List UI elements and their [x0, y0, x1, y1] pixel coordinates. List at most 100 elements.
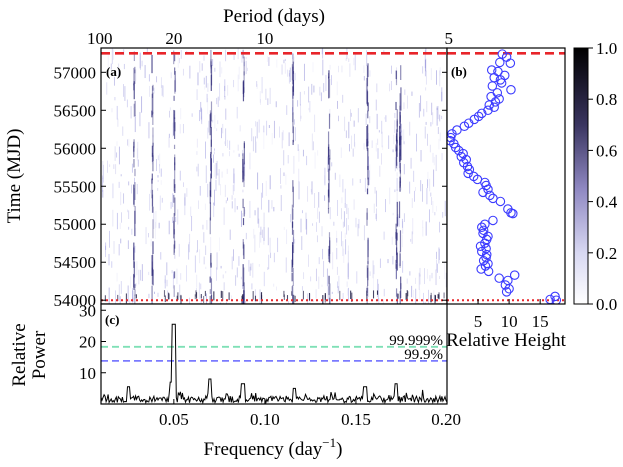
heatmap-streak	[321, 284, 323, 287]
heatmap-streak	[199, 109, 201, 122]
heatmap-streak	[236, 206, 238, 210]
heatmap-streak	[229, 151, 230, 157]
heatmap-feature-streak	[174, 184, 176, 194]
heatmap-streak	[157, 155, 159, 161]
heatmap-streak	[222, 302, 224, 304]
heatmap-feature-streak	[152, 269, 154, 286]
heatmap-streak	[348, 144, 350, 152]
time-tick-label: 55500	[54, 177, 97, 196]
time-tick-label: 54500	[54, 253, 97, 272]
heatmap-streak	[401, 130, 403, 140]
heatmap-streak	[227, 139, 228, 148]
heatmap-streak	[225, 108, 227, 120]
heatmap-streak	[118, 181, 120, 188]
heatmap-streak	[149, 85, 150, 97]
heatmap-streak	[190, 206, 192, 217]
height-point	[484, 100, 494, 110]
heatmap-streak	[438, 248, 440, 260]
heatmap-streak	[432, 200, 434, 213]
heatmap-streak	[237, 144, 239, 151]
heatmap-streak	[166, 279, 168, 287]
heatmap-streak	[148, 293, 150, 299]
height-point	[477, 222, 487, 233]
heatmap-feature-streak	[395, 70, 398, 86]
heatmap-streak	[385, 115, 387, 122]
heatmap-streak	[444, 261, 446, 279]
heatmap-streak	[113, 241, 115, 254]
period-tick-label: 20	[165, 29, 182, 48]
heatmap-feature-streak	[396, 119, 398, 127]
heatmap-feature-streak	[174, 80, 176, 94]
heatmap-streak	[317, 150, 319, 156]
heatmap-streak	[205, 245, 207, 256]
heatmap-streak	[339, 174, 341, 188]
heatmap-feature-streak	[134, 289, 136, 296]
heatmap-streak	[414, 190, 415, 202]
heatmap-streak	[375, 213, 377, 220]
heatmap-feature-streak	[395, 146, 397, 169]
heatmap-streak	[132, 288, 133, 303]
heatmap-streak	[285, 257, 287, 273]
heatmap-feature-streak	[243, 206, 245, 217]
heatmap-feature-streak	[400, 276, 402, 299]
heatmap-streak	[216, 128, 218, 132]
heatmap-streak	[160, 180, 162, 185]
heatmap-streak	[249, 266, 251, 276]
power-spectrum-line	[101, 323, 447, 404]
heatmap-streak	[320, 92, 322, 102]
heatmap-edge-streak	[294, 295, 296, 303]
heatmap-streak	[286, 229, 288, 245]
heatmap-streak	[194, 255, 196, 273]
heatmap-streak	[131, 184, 132, 194]
heatmap-streak	[260, 231, 262, 243]
heatmap-streak	[366, 52, 368, 65]
heatmap-streak	[136, 183, 138, 195]
heatmap-feature-streak	[328, 275, 330, 296]
heatmap-streak	[191, 113, 193, 117]
heatmap-streak	[141, 96, 143, 113]
heatmap-streak	[403, 213, 405, 223]
heatmap-streak	[200, 101, 202, 112]
heatmap-feature-streak	[292, 267, 294, 286]
heatmap-streak	[202, 224, 204, 230]
height-tick-label: 5	[474, 312, 483, 331]
heatmap-streak	[286, 69, 288, 77]
heatmap-streak	[268, 199, 270, 213]
heatmap-streak	[220, 302, 222, 304]
heatmap-feature-streak	[291, 221, 294, 235]
heatmap-streak	[252, 262, 254, 278]
heatmap-streak	[115, 164, 117, 175]
heatmap-streak	[169, 110, 170, 118]
heatmap-streak	[263, 237, 265, 245]
heatmap-streak	[233, 168, 235, 184]
heatmap-streak	[277, 237, 279, 253]
heatmap-streak	[157, 188, 159, 191]
heatmap-streak	[437, 127, 439, 135]
heatmap-streak	[338, 115, 340, 122]
frequency-tick-label: 0.10	[250, 410, 280, 429]
heatmap-feature-streak	[395, 288, 398, 297]
heatmap-feature-streak	[292, 66, 294, 85]
heatmap-streak	[441, 87, 443, 101]
heatmap-streak	[233, 173, 235, 192]
heatmap-feature-streak	[242, 294, 245, 304]
heatmap-streak	[314, 114, 316, 133]
heatmap-streak	[292, 107, 294, 112]
heatmap-streak	[223, 207, 225, 225]
heatmap-streak	[326, 268, 328, 287]
heatmap-streak	[225, 302, 227, 304]
heatmap-streak	[219, 61, 221, 78]
heatmap-streak	[315, 289, 317, 299]
heatmap-streak	[348, 58, 350, 62]
heatmap-streak	[431, 102, 433, 116]
heatmap-streak	[112, 49, 114, 60]
heatmap-streak	[336, 247, 338, 260]
heatmap-streak	[368, 156, 369, 171]
heatmap-streaks	[102, 48, 447, 304]
heatmap-streak	[217, 96, 219, 107]
heatmap-feature-streak	[151, 267, 153, 285]
heatmap-streak	[424, 268, 425, 285]
heatmap-streak	[229, 229, 231, 240]
heatmap-streak	[353, 57, 355, 66]
height-point	[488, 215, 498, 226]
